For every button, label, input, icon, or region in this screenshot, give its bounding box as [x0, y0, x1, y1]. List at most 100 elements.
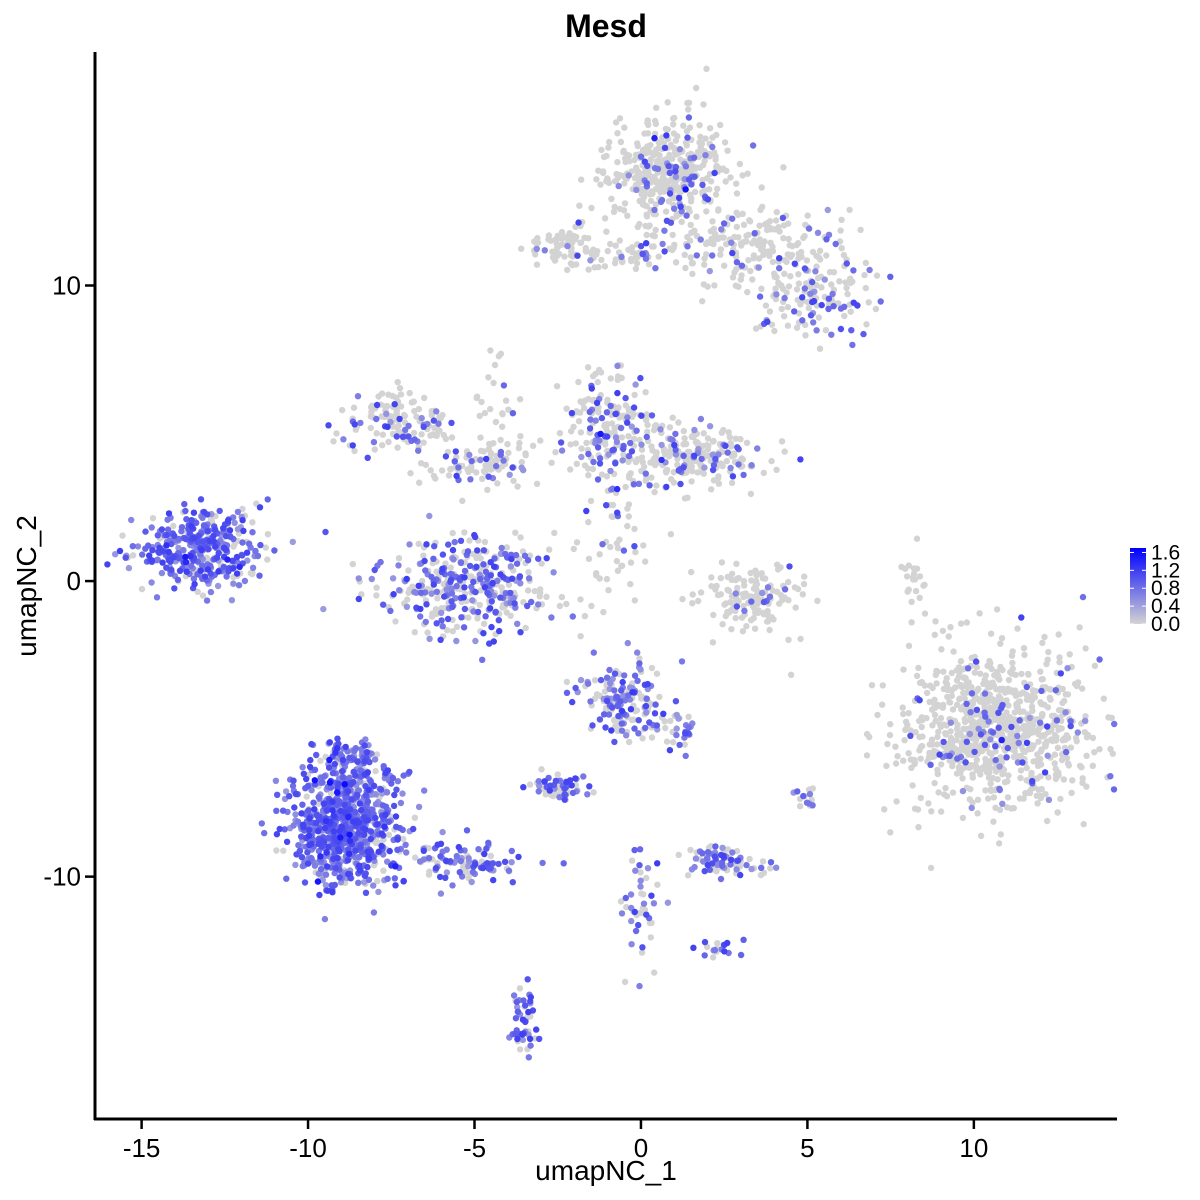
- data-point-3806: [625, 452, 633, 460]
- data-point-966: [597, 181, 604, 188]
- data-point-2859: [1026, 714, 1034, 722]
- data-point-1158: [624, 212, 631, 219]
- data-point-3696: [569, 613, 576, 620]
- data-point-449: [1061, 697, 1068, 705]
- data-point-4409: [168, 566, 175, 574]
- data-point-1122: [624, 151, 631, 158]
- data-point-4557: [352, 847, 359, 854]
- data-point-2830: [479, 475, 486, 482]
- data-point-2634: [648, 664, 656, 672]
- data-point-1346: [783, 258, 790, 266]
- data-point-1838: [385, 438, 392, 446]
- data-point-4390: [357, 844, 364, 851]
- data-point-1520: [611, 259, 619, 267]
- data-point-4614: [638, 412, 645, 419]
- data-point-2218: [230, 543, 237, 550]
- data-point-896: [643, 231, 650, 239]
- data-point-1524: [644, 428, 651, 436]
- data-point-1631: [603, 473, 611, 480]
- color-legend-bar: [1130, 548, 1146, 624]
- data-point-1031: [733, 190, 741, 197]
- data-point-282: [977, 771, 984, 778]
- data-point-4250: [489, 860, 497, 867]
- data-point-4802: [224, 556, 231, 563]
- data-point-793: [1081, 729, 1089, 736]
- data-point-3534: [199, 514, 206, 521]
- data-point-4809: [597, 430, 604, 438]
- data-point-4062: [676, 741, 683, 749]
- data-point-556: [928, 808, 935, 815]
- data-point-632: [959, 775, 966, 782]
- data-point-864: [617, 138, 625, 146]
- data-point-4543: [474, 547, 481, 554]
- data-point-4146: [220, 563, 227, 571]
- data-point-4763: [588, 385, 595, 392]
- data-point-4362: [973, 706, 981, 714]
- data-point-4404: [316, 813, 323, 820]
- data-point-358: [957, 620, 965, 627]
- data-point-4812: [682, 186, 689, 193]
- data-point-1906: [379, 442, 386, 449]
- data-point-767: [1079, 779, 1086, 786]
- data-point-4330: [509, 879, 516, 886]
- data-point-2525: [373, 751, 381, 758]
- data-point-2157: [468, 573, 475, 580]
- data-point-799: [917, 743, 925, 751]
- data-point-3662: [402, 426, 409, 433]
- data-point-4607: [423, 541, 430, 548]
- data-point-1351: [816, 345, 824, 352]
- data-point-3515: [153, 594, 161, 601]
- data-point-142: [1018, 670, 1025, 678]
- data-point-3134: [533, 245, 540, 253]
- data-point-4779: [654, 860, 661, 867]
- data-point-1545: [669, 414, 676, 421]
- data-point-4431: [972, 658, 980, 665]
- data-point-192: [1055, 706, 1063, 714]
- data-point-1276: [786, 242, 793, 249]
- data-point-2049: [358, 591, 365, 598]
- data-point-3842: [841, 303, 848, 310]
- data-point-3157: [415, 803, 423, 811]
- data-point-770: [961, 715, 968, 723]
- data-point-1936: [548, 459, 555, 466]
- data-point-3605: [203, 597, 211, 604]
- data-point-4695: [619, 678, 626, 686]
- data-point-1904: [415, 405, 422, 413]
- data-point-3325: [340, 436, 347, 443]
- data-point-1138: [604, 176, 611, 183]
- data-point-2403: [913, 565, 921, 572]
- data-point-3036: [491, 592, 498, 599]
- data-point-978: [721, 139, 729, 146]
- data-point-1847: [339, 406, 346, 414]
- data-point-3145: [755, 264, 762, 271]
- data-point-3514: [294, 818, 302, 825]
- data-point-2855: [443, 869, 451, 876]
- data-point-1418: [793, 324, 801, 331]
- data-point-2401: [912, 587, 920, 595]
- data-point-4687: [400, 878, 407, 885]
- data-point-4000: [701, 952, 708, 959]
- data-point-1353: [802, 321, 809, 329]
- data-point-351: [1017, 767, 1025, 774]
- data-point-4378: [448, 419, 455, 427]
- data-point-1281: [767, 226, 774, 233]
- data-point-1036: [621, 180, 628, 187]
- data-point-1499: [598, 256, 605, 264]
- data-point-3385: [596, 437, 603, 444]
- data-point-1953: [447, 466, 454, 473]
- data-point-1860: [385, 391, 392, 398]
- data-point-4332: [907, 732, 914, 739]
- data-point-596: [1003, 709, 1010, 716]
- data-point-595: [904, 722, 911, 729]
- data-point-2862: [701, 464, 708, 471]
- data-point-1717: [652, 422, 660, 429]
- data-point-3699: [727, 861, 734, 868]
- data-point-623: [1049, 722, 1056, 729]
- data-point-3427: [985, 718, 992, 725]
- data-point-1864: [420, 439, 427, 446]
- data-point-123: [787, 671, 795, 678]
- data-point-4170: [352, 808, 359, 816]
- data-point-1526: [643, 411, 650, 418]
- data-point-1342: [763, 220, 770, 227]
- data-point-3341: [299, 764, 306, 771]
